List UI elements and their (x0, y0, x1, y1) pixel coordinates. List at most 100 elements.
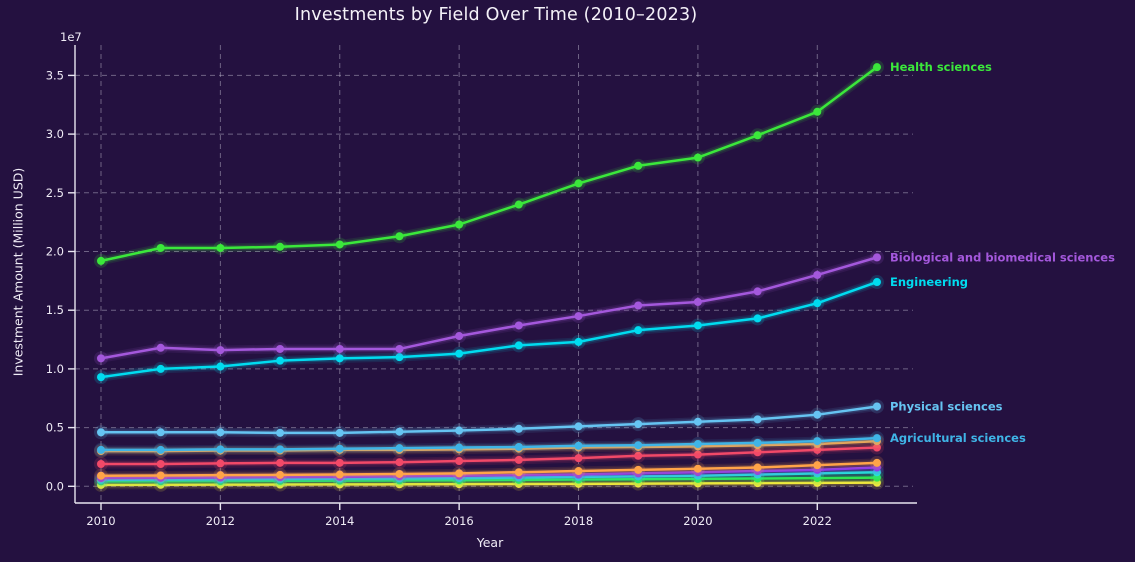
series-marker (872, 458, 881, 467)
x-tick-label: 2012 (206, 514, 235, 528)
series-marker (216, 428, 225, 437)
series-marker (335, 354, 344, 363)
series-marker (455, 457, 464, 466)
series-marker (514, 321, 523, 330)
series-line (99, 461, 879, 477)
series-marker (872, 434, 881, 443)
series-marker (156, 445, 165, 454)
series-marker (753, 463, 762, 472)
series-marker (813, 299, 822, 308)
series-marker (813, 461, 822, 470)
series-marker (276, 242, 285, 251)
x-axis-label: Year (476, 535, 504, 550)
x-tick-label: 2010 (86, 514, 115, 528)
series-line (99, 446, 879, 466)
series-marker (455, 220, 464, 229)
series-marker (872, 402, 881, 411)
series-line (99, 470, 879, 482)
y-tick-label: 1.0 (46, 362, 64, 376)
y-axis-offset-label: 1e7 (60, 30, 82, 44)
series-marker (514, 442, 523, 451)
series-marker (514, 200, 523, 209)
series-marker (634, 451, 643, 460)
series-marker (693, 417, 702, 426)
series-marker (872, 443, 881, 452)
series-end-label: Engineering (890, 275, 968, 289)
series-marker (455, 443, 464, 452)
series-marker (97, 459, 105, 468)
series-line (99, 466, 879, 480)
series-marker (634, 301, 643, 310)
series-marker (395, 444, 404, 453)
y-tick-label: 2.0 (46, 245, 64, 259)
series-end-label: Physical sciences (890, 399, 1003, 413)
series-line (98, 254, 880, 362)
series-marker (813, 437, 822, 446)
series-marker (634, 161, 643, 170)
series-marker (335, 240, 344, 249)
series-marker (693, 297, 702, 306)
series-marker (455, 469, 464, 478)
series-marker (97, 471, 105, 480)
series-marker (813, 445, 822, 454)
series-line (99, 436, 879, 452)
series-marker (574, 441, 583, 450)
series-marker (872, 278, 881, 287)
series-marker (753, 287, 762, 296)
x-tick-label: 2022 (803, 514, 832, 528)
series-marker (216, 243, 225, 252)
series-marker (335, 470, 344, 479)
series-marker (574, 312, 583, 321)
x-tick-label: 2020 (683, 514, 712, 528)
series-marker (97, 373, 105, 382)
series-marker (753, 131, 762, 140)
series-marker (514, 341, 523, 350)
series-marker (97, 428, 105, 437)
series-line (99, 476, 879, 483)
series-marker (574, 467, 583, 476)
series-marker (216, 362, 225, 371)
series-marker (395, 344, 404, 353)
series-marker (753, 438, 762, 447)
series-line (96, 62, 882, 266)
series-marker (395, 232, 404, 241)
series-marker (753, 314, 762, 323)
series-line (99, 280, 879, 379)
series-marker (97, 445, 105, 454)
series-marker (693, 321, 702, 330)
series-line (99, 256, 879, 360)
series-marker (634, 420, 643, 429)
series-marker (156, 343, 165, 352)
series-marker (335, 458, 344, 467)
y-axis-label: Investment Amount (Million USD) (10, 167, 26, 377)
series-marker (693, 153, 702, 162)
series-marker (574, 337, 583, 346)
series-marker (634, 465, 643, 474)
x-tick-label: 2016 (444, 514, 473, 528)
series-marker (156, 471, 165, 480)
series-marker (455, 349, 464, 358)
series-end-label: Biological and biomedical sciences (890, 250, 1115, 264)
series-marker (395, 469, 404, 478)
series-marker (753, 415, 762, 424)
series-marker (395, 458, 404, 467)
y-tick-label: 0.5 (46, 421, 64, 435)
series-marker (156, 428, 165, 437)
series-marker (395, 427, 404, 436)
series-line (98, 64, 880, 264)
series-marker (753, 448, 762, 457)
series-marker (514, 455, 523, 464)
series-marker (693, 440, 702, 449)
series-line (99, 65, 879, 263)
series-line (99, 405, 879, 435)
series-marker (276, 470, 285, 479)
series-marker (216, 445, 225, 454)
series-marker (395, 353, 404, 362)
series-marker (216, 346, 225, 355)
series-marker (276, 458, 285, 467)
series-marker (693, 450, 702, 459)
series-line (96, 252, 882, 363)
series-marker (813, 270, 822, 279)
